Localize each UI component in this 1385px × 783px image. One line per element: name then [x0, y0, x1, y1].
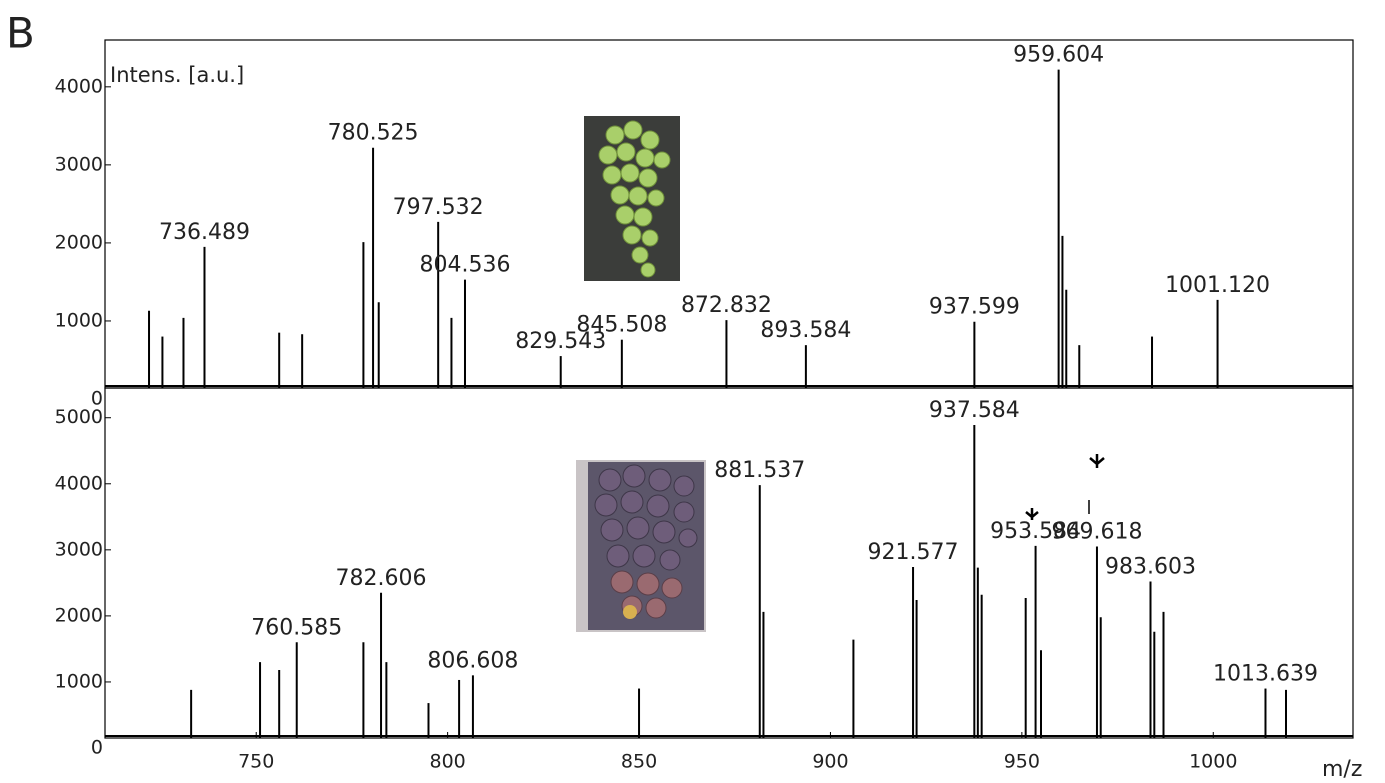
- y-tick-label: 0: [91, 737, 103, 759]
- y-tick-label: 5000: [55, 406, 103, 428]
- x-tick-label: 1000: [1189, 751, 1237, 773]
- y-tick-label: 0: [91, 388, 103, 410]
- peak-label: 921.577: [868, 540, 959, 565]
- y-tick-label: 2000: [55, 604, 103, 626]
- green-grape-photo: [584, 116, 680, 281]
- peak-label: 937.584: [929, 398, 1020, 423]
- y-tick-label: 4000: [55, 472, 103, 494]
- marker-arrows: [1025, 454, 1105, 520]
- peak-label: 983.603: [1105, 555, 1196, 580]
- red-grape-photo: [576, 460, 706, 632]
- peak-label: 782.606: [336, 566, 427, 591]
- x-tick-label: 750: [238, 751, 274, 773]
- peak-label: 845.508: [576, 313, 667, 338]
- peak-label: 829.543: [515, 329, 606, 354]
- peak-label: 806.608: [427, 648, 518, 673]
- panel-label: B: [6, 9, 35, 58]
- y-tick-label: 2000: [55, 231, 103, 253]
- peak-label: 953.584: [990, 519, 1081, 544]
- peak-label: 804.536: [419, 253, 510, 278]
- peak-label: 893.584: [760, 318, 851, 343]
- peak-label: 881.537: [714, 458, 805, 483]
- bottom-frame: [104, 387, 1354, 739]
- x-tick-label: 800: [429, 751, 465, 773]
- peak-label: 760.585: [251, 615, 342, 640]
- peak-label: 1013.639: [1213, 662, 1318, 687]
- peak-label: 969.618: [1051, 520, 1142, 545]
- peak-label: 780.525: [328, 121, 419, 146]
- peak-label: 959.604: [1013, 43, 1104, 68]
- x-tick-label: 900: [812, 751, 848, 773]
- y-axis-label: Intens. [a.u.]: [110, 63, 244, 87]
- peak-label: 872.832: [681, 293, 772, 318]
- x-tick-label: 850: [621, 751, 657, 773]
- y-tick-label: 3000: [55, 538, 103, 560]
- peak-label: 1001.120: [1165, 273, 1270, 298]
- top-frame: [104, 39, 1354, 389]
- y-tick-label: 1000: [55, 670, 103, 692]
- y-tick-label: 3000: [55, 153, 103, 175]
- peak-label: 797.532: [393, 195, 484, 220]
- x-axis-label: m/z: [1322, 757, 1362, 782]
- y-tick-label: 4000: [55, 75, 103, 97]
- peak-label: 736.489: [159, 220, 250, 245]
- y-tick-label: 1000: [55, 309, 103, 331]
- x-tick-label: 950: [1004, 751, 1040, 773]
- peak-label: 937.599: [929, 295, 1020, 320]
